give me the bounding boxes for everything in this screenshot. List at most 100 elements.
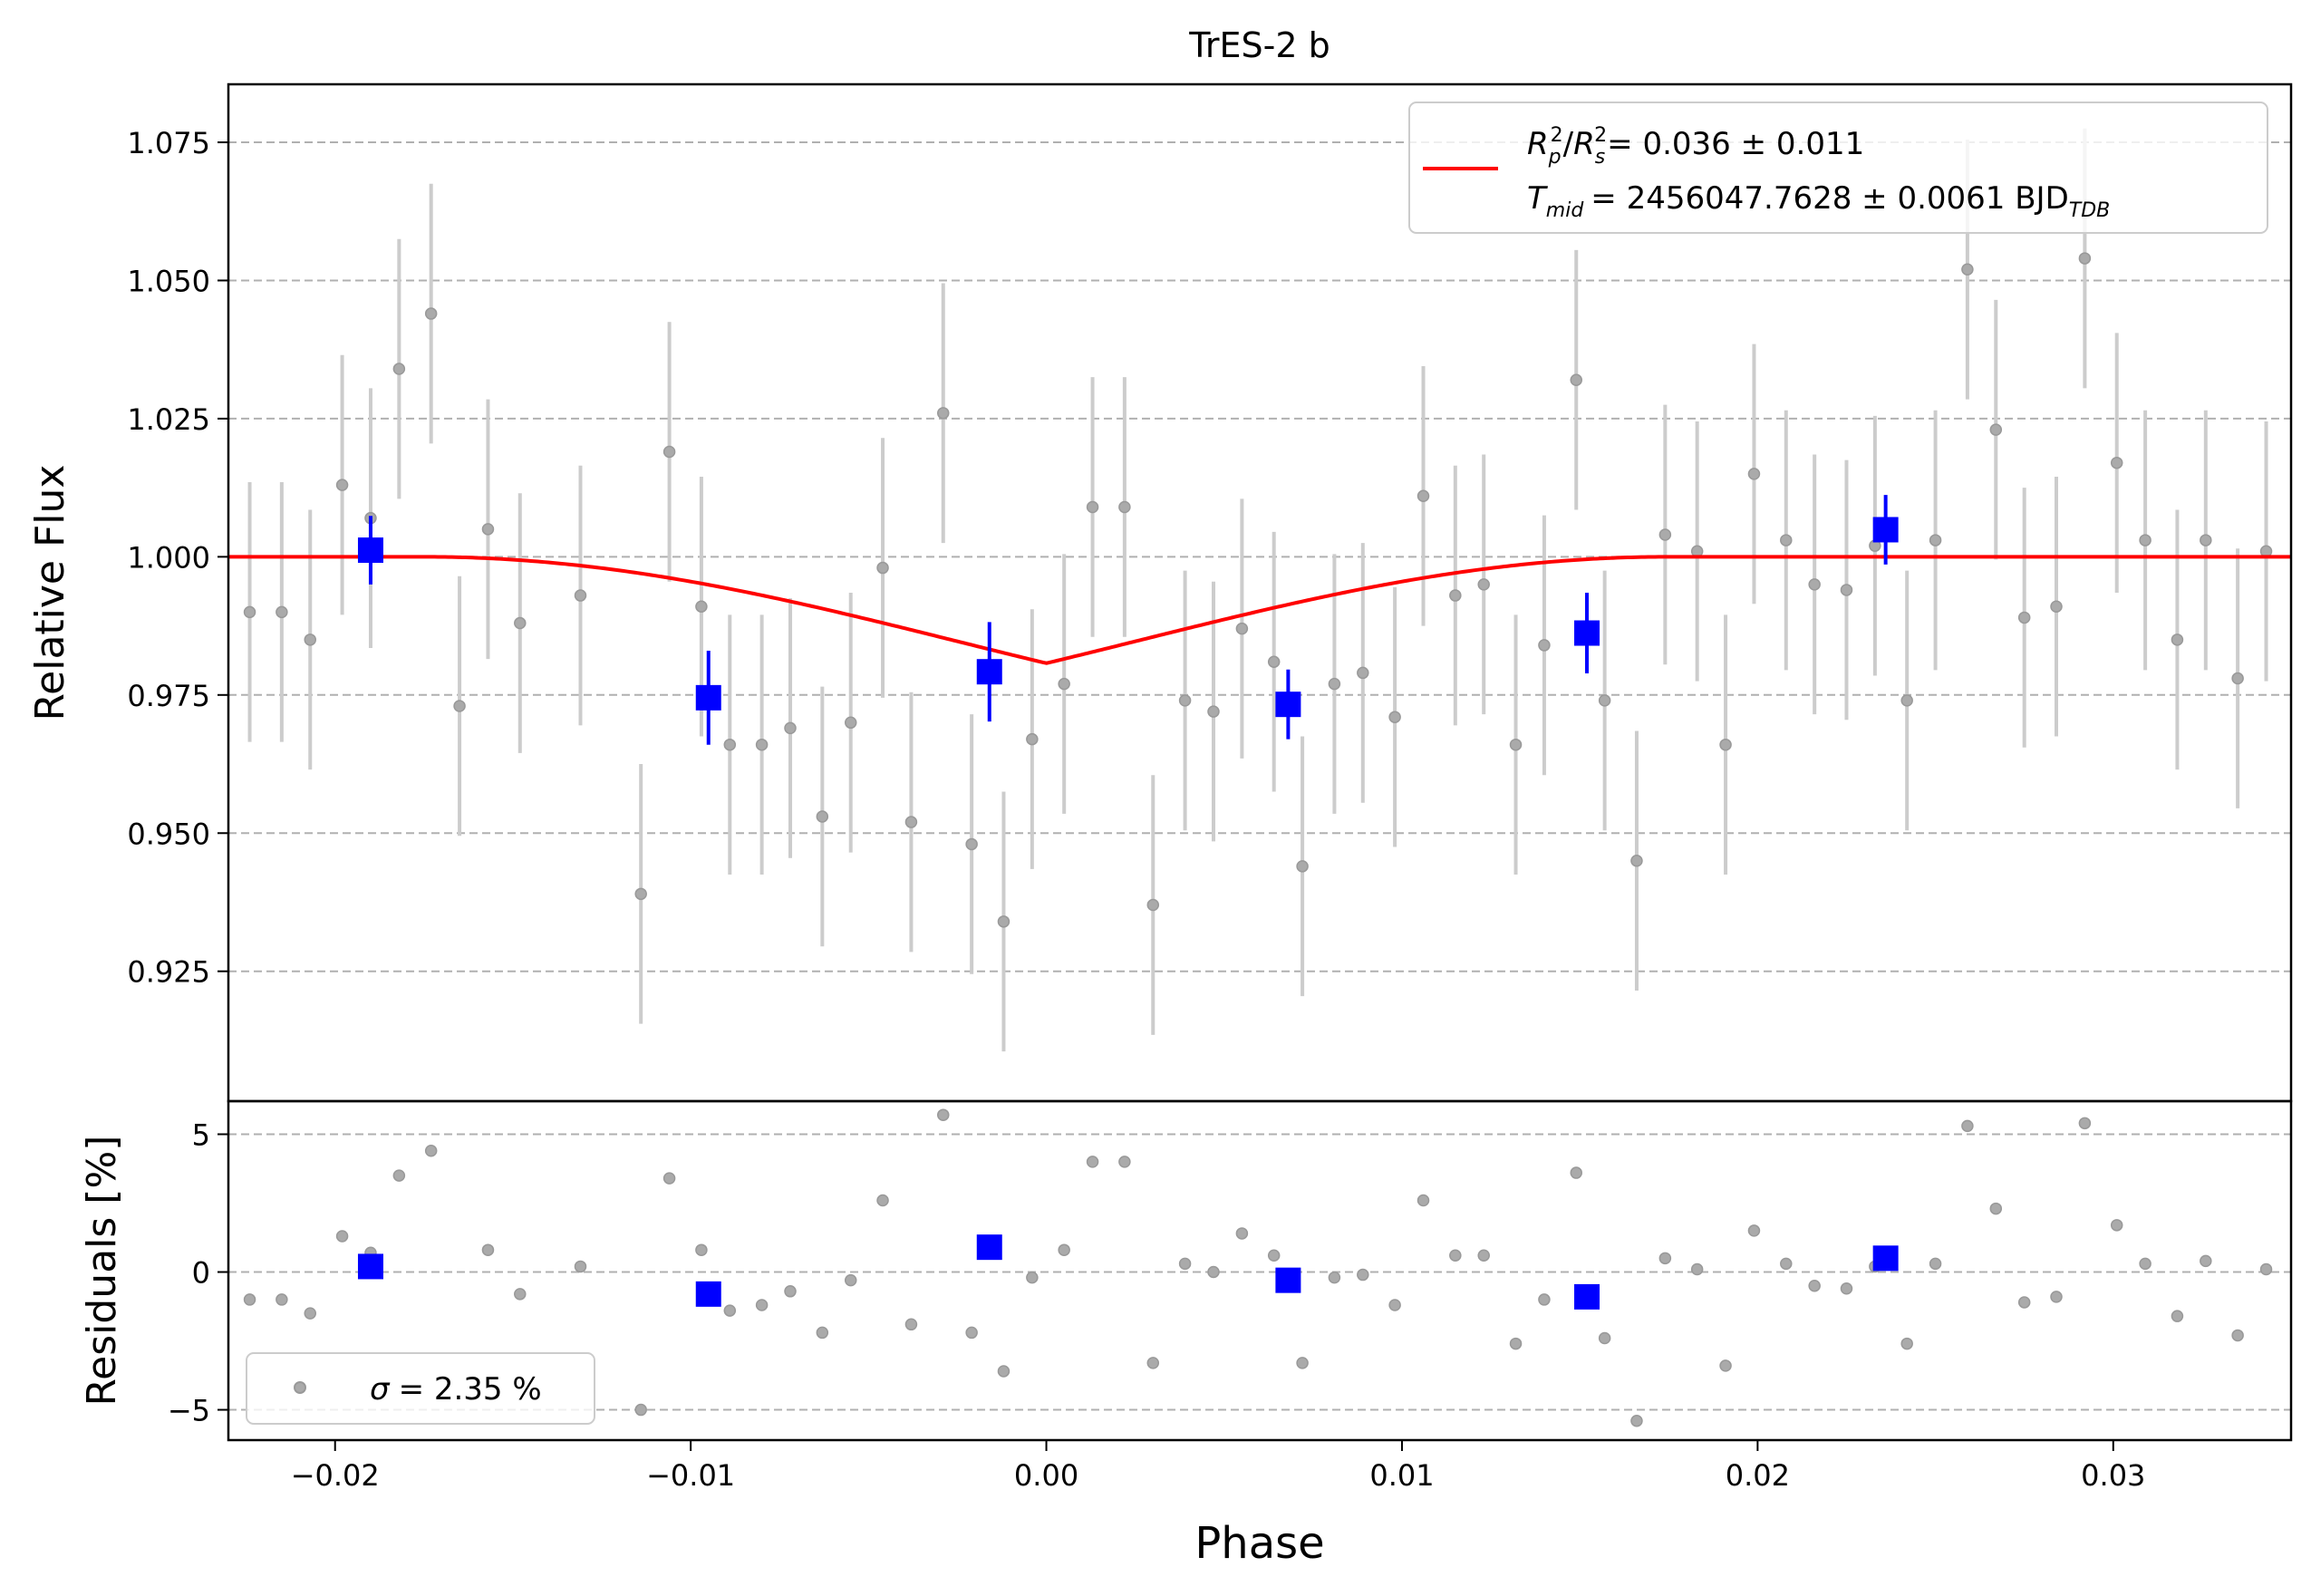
x-axis-label: Phase [1194,1518,1324,1569]
x-tick-label: 0.03 [2081,1458,2145,1493]
raw-data-point [1417,489,1430,503]
residual-point [2259,1262,2273,1276]
raw-data-point [1477,578,1490,591]
legend-line2-value: = 2456047.7628 ± 0.0061 BJD [1591,180,2068,217]
residual-point [1658,1252,1672,1265]
raw-data-point [1328,677,1341,691]
residual-point [1267,1249,1281,1262]
bottom-panel-binned-residuals [357,1234,1899,1310]
binned-residual-point [695,1281,721,1307]
residual-point [695,1243,708,1256]
binned-residual-point [1574,1283,1600,1310]
binned-residual-point [1275,1267,1301,1293]
raw-data-point [844,716,857,730]
raw-data-point [2231,672,2244,685]
residual-point [844,1273,857,1287]
residual-point [1808,1279,1821,1292]
residual-point [481,1243,495,1256]
raw-data-point [1178,694,1192,707]
residual-point [1900,1337,1913,1350]
legend-line2: Tmid = 2456047.7628 ± 0.0061 BJDTDB [1527,180,2110,222]
raw-data-point [937,407,950,420]
raw-data-point [243,605,256,619]
residual-point [1026,1271,1039,1284]
top-panel-raw-data [243,128,2273,1052]
y-tick-label: 1.050 [127,264,210,298]
transit-model-line [228,555,2291,665]
raw-data-point [1267,655,1281,668]
raw-data-point [514,616,527,630]
raw-data-point [1929,534,1942,547]
residual-point [1328,1271,1341,1284]
raw-data-point [904,816,918,828]
residual-point [1961,1119,1974,1133]
raw-data-point [1058,677,1070,691]
y-tick-label: 0 [192,1256,210,1291]
raw-data-point [2078,252,2092,265]
raw-data-point [481,523,495,536]
raw-data-point [1357,666,1369,680]
raw-data-point [1840,584,1853,596]
raw-data-point [453,700,466,712]
residual-point [1058,1243,1070,1256]
residual-point [243,1293,256,1306]
raw-data-point [1449,589,1462,602]
residual-point [2017,1296,2031,1309]
top-panel-frame [227,82,2293,1103]
raw-data-point [276,605,288,619]
residual-point [1357,1268,1369,1282]
residual-point [1388,1299,1401,1311]
y-tick-label: 0.950 [127,817,210,851]
legend-sigma: σ = 2.35 % [370,1371,542,1407]
residual-point [965,1326,978,1340]
top-panel-transit-model [228,555,2291,665]
raw-data-point [1388,711,1401,723]
raw-data-point [1780,534,1793,547]
binned-data-point [976,659,1002,685]
residual-point [784,1285,797,1298]
residual-point [2231,1329,2244,1342]
legend-sigma-symbol: σ [370,1371,391,1407]
raw-data-point [2139,534,2151,547]
residual-point [1598,1331,1611,1345]
top-panel-binned-data [357,495,1899,745]
residual-point [1719,1359,1732,1372]
residual-point [816,1326,829,1340]
raw-data-point [1900,694,1913,707]
y-tick-label: 1.075 [127,126,210,160]
residual-point [1570,1166,1582,1179]
raw-data-point [695,600,708,613]
raw-data-point [335,479,349,491]
y-tick-label: −5 [168,1394,210,1428]
binned-data-point [357,537,383,564]
x-axis-ticks: −0.02 −0.01 0.00 0.01 0.02 0.03 [291,1440,2145,1493]
chart-title: TrES-2 b [1188,25,1330,65]
binned-data-point [1872,517,1899,543]
residual-point [574,1260,587,1273]
raw-data-point [1118,500,1131,514]
residual-point [876,1194,889,1207]
raw-data-point [2017,611,2031,624]
top-panel-legend: Rp2/Rs2= 0.036 ± 0.011 Tmid = 2456047.762… [1408,102,2268,234]
raw-data-point [1026,732,1039,746]
residual-point [514,1288,527,1301]
binned-residual-point [1872,1245,1899,1272]
raw-data-point [1570,373,1582,386]
residual-point [1296,1357,1309,1369]
x-tick-label: −0.02 [291,1458,380,1493]
residual-point [1780,1257,1793,1271]
raw-data-point [1509,738,1523,751]
raw-data-point [876,561,889,575]
residual-point [1207,1265,1220,1279]
raw-data-point [965,837,978,851]
residual-point [2139,1257,2151,1271]
raw-data-point [304,634,317,646]
raw-data-point [2050,600,2063,613]
raw-data-point [1538,639,1551,652]
legend-residual-marker [294,1381,306,1394]
legend-sigma-value: = 2.35 % [399,1371,542,1407]
raw-data-point [1961,263,1974,276]
binned-residual-point [357,1253,383,1280]
bottom-panel-y-ticks: −5 0 5 [168,1117,228,1428]
